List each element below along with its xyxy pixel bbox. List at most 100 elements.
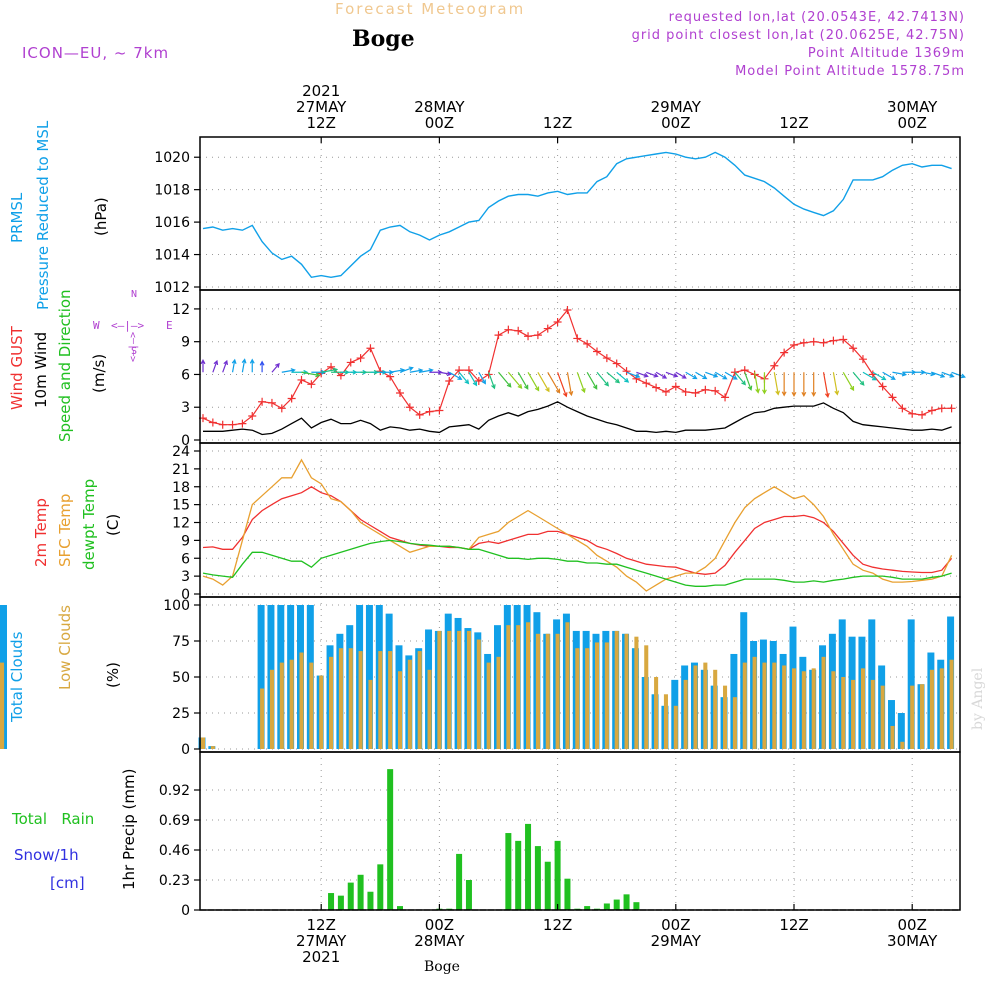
gust-marker: [484, 370, 493, 379]
chart-title: Forecast Meteogram: [335, 0, 526, 18]
compass-horizontal-arrows: <—|—>: [111, 319, 145, 332]
low-clouds-bar: [535, 633, 540, 749]
model-label: ICON—EU, ~ 7km: [22, 44, 170, 62]
time-label-bottom: 00Z: [661, 916, 690, 934]
low-clouds-bar: [801, 671, 806, 749]
gust-marker: [652, 383, 661, 392]
time-label-bottom: 00Z: [898, 916, 927, 934]
gust-marker: [770, 361, 779, 370]
low-clouds-bar: [742, 662, 747, 749]
total-clouds-bar: [365, 605, 373, 749]
wind-arrow: [439, 371, 452, 377]
wind-arrow: [626, 371, 641, 379]
low-clouds-bar: [890, 725, 895, 749]
rain-bar: [367, 891, 374, 910]
wind-arrow: [655, 371, 668, 379]
low-clouds-bar: [338, 648, 343, 749]
gust-marker: [780, 348, 789, 357]
gust-marker: [524, 332, 533, 341]
low-clouds-bar: [614, 630, 619, 749]
low-clouds-bar: [703, 662, 708, 749]
low-clouds-bar: [575, 648, 580, 749]
gust-marker: [356, 354, 365, 363]
wind-arrow: [321, 367, 339, 373]
wind-arrow: [636, 371, 649, 378]
low-clouds-bar: [457, 630, 462, 749]
low-clouds-bar: [486, 662, 491, 749]
y-tick-label: 25: [172, 706, 190, 722]
gust-marker: [553, 318, 562, 327]
gust-marker: [809, 337, 818, 346]
panel-frame: [199, 136, 961, 291]
gust-marker: [327, 362, 336, 371]
y-tick-label: 6: [181, 551, 190, 567]
low-clouds-bar: [663, 694, 668, 749]
low-clouds-bar: [269, 669, 274, 749]
low-clouds-bar: [949, 659, 954, 749]
time-label-bottom: 12Z: [779, 916, 808, 934]
y-tick-label: 1014: [154, 248, 190, 264]
gust-marker: [947, 404, 956, 413]
gust-marker: [622, 367, 631, 376]
wind-arrow: [200, 359, 206, 373]
rain-bar: [505, 833, 512, 910]
low-clouds-bar: [407, 659, 412, 749]
gust-marker: [829, 336, 838, 345]
gust-marker: [898, 404, 907, 413]
wind-arrow: [527, 371, 540, 392]
wind-arrow: [498, 371, 512, 388]
y-tick-label: 1020: [154, 150, 190, 166]
location-title: Boge: [352, 26, 415, 52]
gust-marker: [504, 325, 513, 334]
panel-frame: [199, 289, 961, 444]
wind-arrow: [931, 371, 946, 378]
rain-bar: [387, 769, 394, 910]
gust-marker: [366, 344, 375, 353]
gust-marker: [445, 377, 454, 386]
gust-marker: [602, 354, 611, 363]
dewpt-line: [202, 539, 952, 587]
low-clouds-bar: [929, 669, 934, 749]
low-clouds-bar: [466, 630, 471, 749]
low-clouds-bar: [811, 668, 816, 749]
low-clouds-bar: [752, 656, 757, 749]
gust-marker: [573, 334, 582, 343]
data-layer: [0, 151, 966, 911]
gust-marker: [228, 420, 237, 429]
y-tick-label: 0: [181, 742, 190, 758]
low-clouds-bar: [309, 662, 314, 749]
gust-marker: [849, 344, 858, 353]
gust-marker: [533, 331, 542, 340]
wind-arrow: [862, 371, 878, 381]
y-tick-label: 24: [172, 444, 190, 460]
low-clouds-bar: [0, 679, 5, 749]
low-clouds-bar: [644, 645, 649, 749]
low-clouds-bar: [279, 662, 284, 749]
time-label-top: 29MAY: [651, 98, 702, 116]
rain-bar: [633, 902, 640, 910]
y-tick-label: 0: [181, 433, 190, 449]
compass-south: S: [131, 346, 138, 357]
gust-marker: [346, 358, 355, 367]
low-clouds-bar: [860, 668, 865, 749]
gust-marker: [691, 389, 700, 398]
compass-west: W: [93, 319, 100, 332]
gust-marker: [888, 393, 897, 402]
gust-marker: [474, 377, 483, 386]
gust-marker: [563, 306, 572, 315]
low-clouds-bar: [594, 642, 600, 749]
low-clouds-bar: [319, 675, 324, 749]
wind-arrow: [842, 371, 855, 392]
y-tick-label: 0.92: [159, 783, 190, 799]
low-clouds-bar: [210, 746, 215, 749]
wind-arrow: [754, 372, 761, 394]
gust-marker: [218, 420, 227, 429]
rain-bar: [357, 874, 364, 910]
wind-arrow: [811, 372, 817, 398]
gust-marker: [425, 407, 434, 416]
wind-arrow: [301, 371, 321, 378]
y-tick-label: 100: [163, 598, 190, 614]
y-tick-label: 6: [181, 367, 190, 383]
low-clouds-bar: [378, 651, 383, 749]
